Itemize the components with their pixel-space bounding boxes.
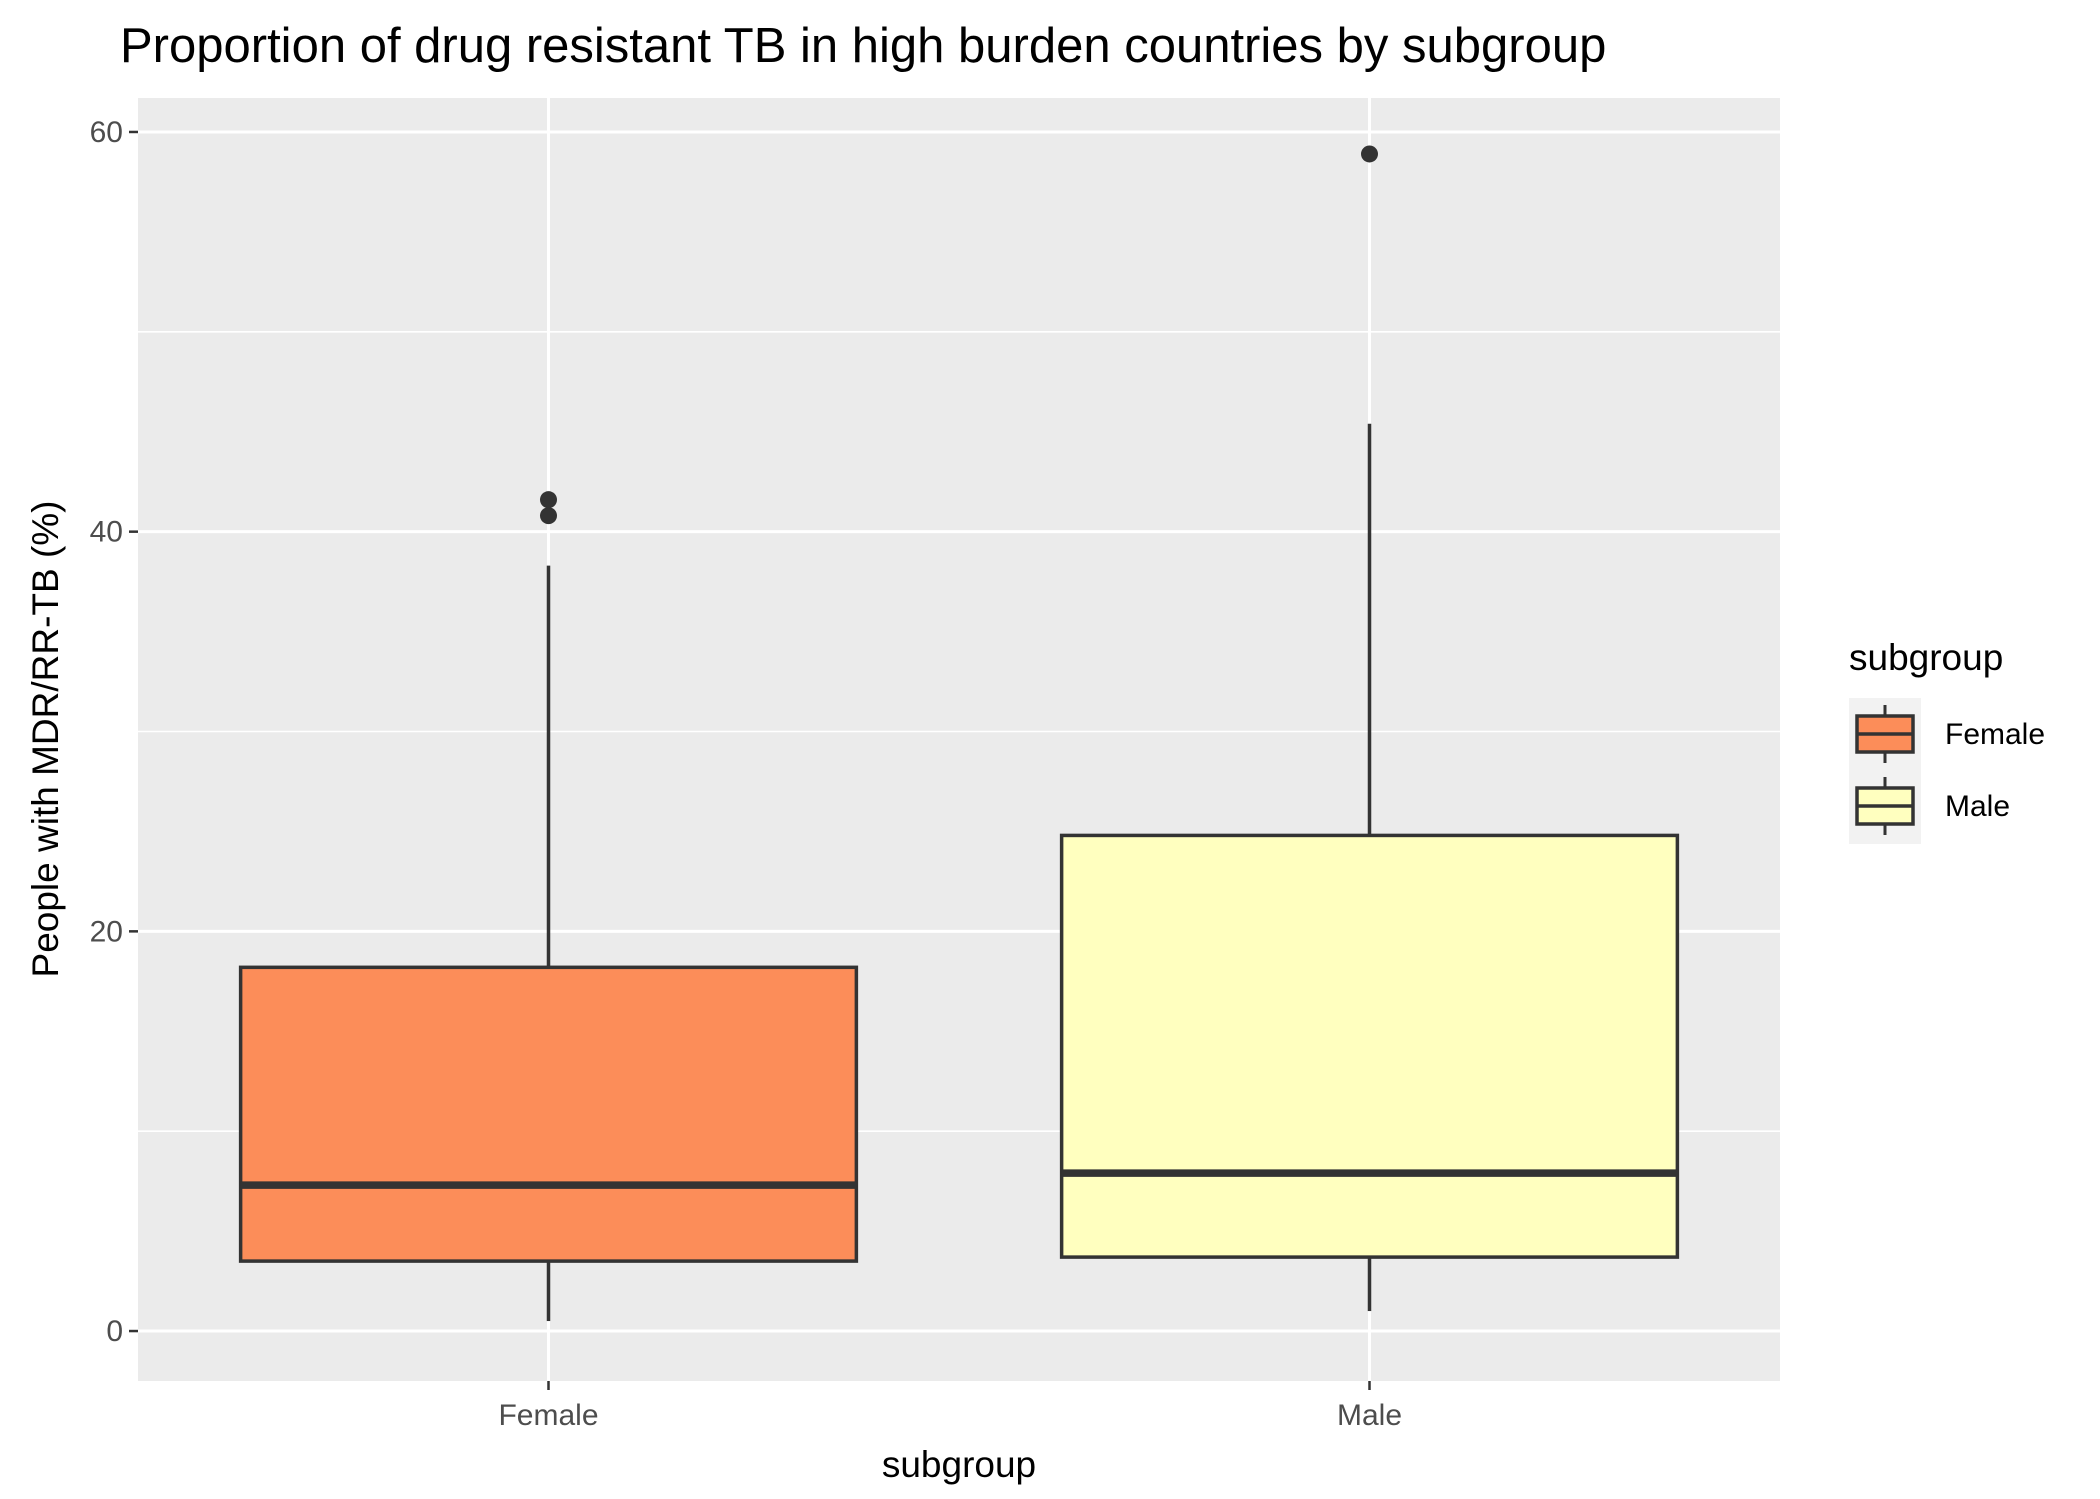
x-axis-title: subgroup: [882, 1444, 1036, 1485]
iqr-box: [238, 965, 859, 1263]
outlier-point: [540, 491, 557, 509]
x-tick-label: Male: [1337, 1399, 1402, 1432]
boxplot-female: [238, 491, 859, 1322]
outlier-point: [1361, 145, 1378, 163]
legend-title: subgroup: [1849, 637, 2003, 678]
chart-title: Proportion of drug resistant TB in high …: [120, 19, 1606, 73]
legend-item-male: Male: [1855, 777, 2010, 835]
grid-lines: [138, 98, 1780, 1381]
iqr-box: [1059, 833, 1680, 1259]
y-tick-label: 60: [90, 116, 123, 149]
y-axis-title: People with MDR/RR-TB (%): [25, 501, 66, 978]
y-tick-label: 40: [90, 516, 123, 549]
y-tick-label: 20: [90, 915, 123, 948]
legend-label: Female: [1945, 718, 2045, 751]
legend-item-female: Female: [1855, 705, 2045, 763]
boxplot-male: [1059, 145, 1680, 1312]
legend-label: Male: [1945, 790, 2010, 823]
data-layer: [238, 145, 1680, 1322]
y-tick-label: 0: [106, 1315, 123, 1348]
x-tick-label: Female: [498, 1399, 598, 1432]
outlier-point: [540, 507, 557, 525]
axis-layer: 0 20 40 60 Female Male: [90, 116, 1402, 1432]
legend: subgroup Female Male: [1849, 637, 2045, 844]
